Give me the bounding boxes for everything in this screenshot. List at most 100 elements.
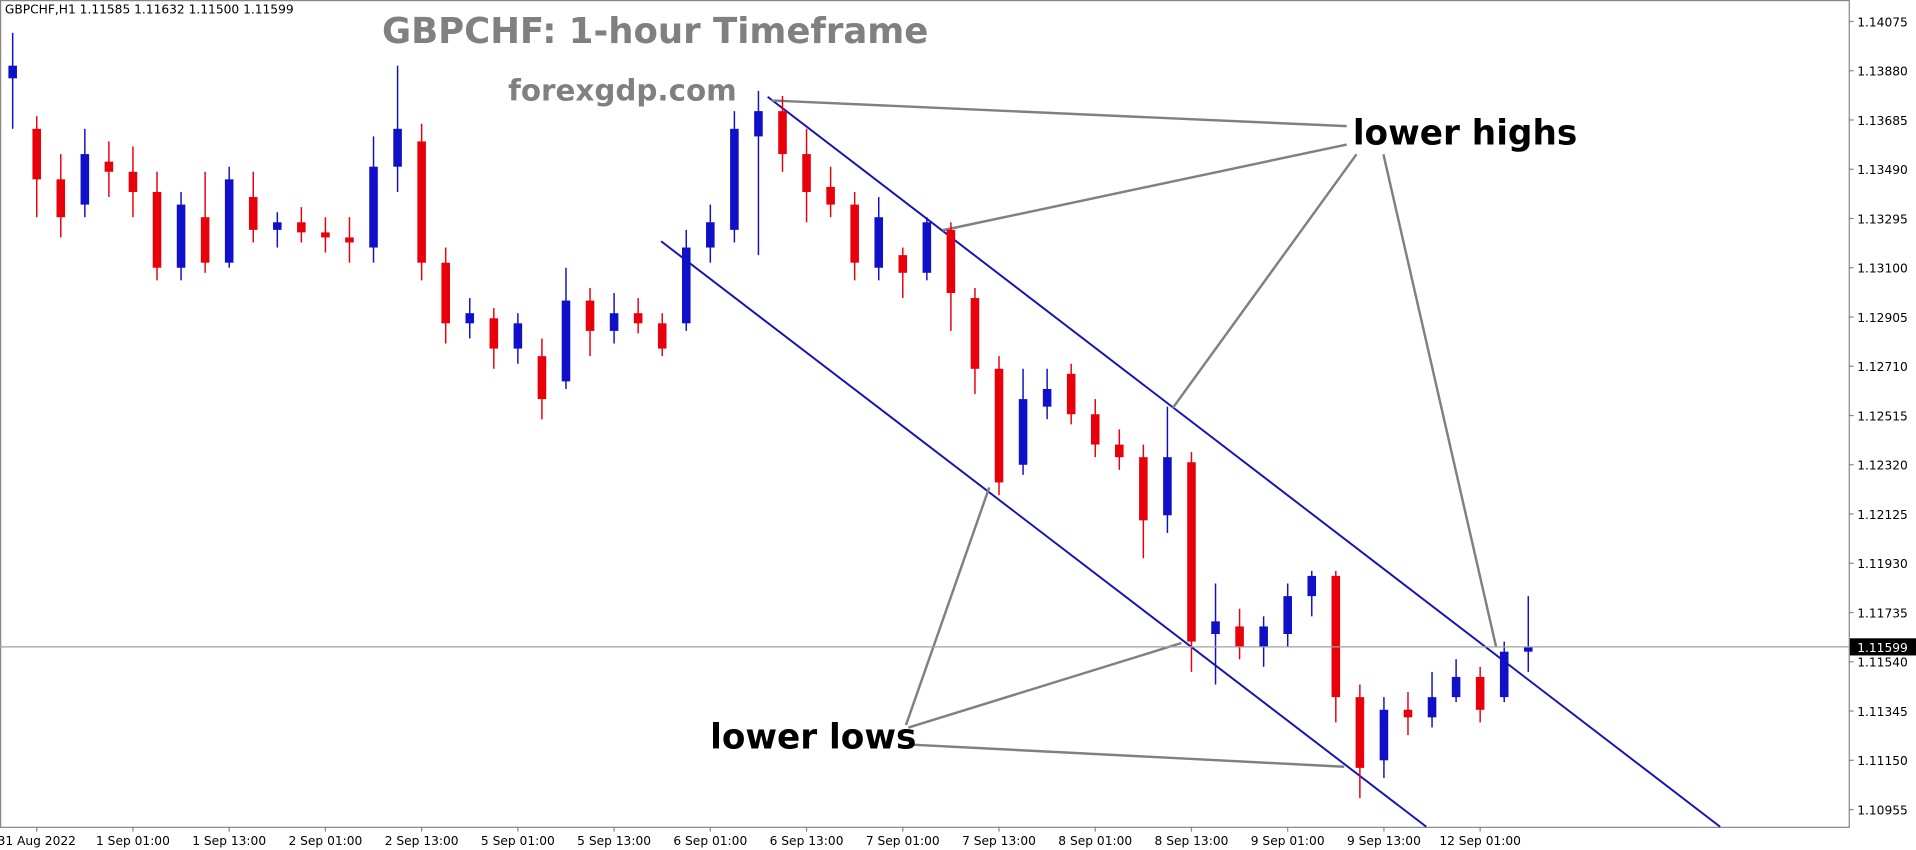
x-tick-label: 9 Sep 13:00: [1347, 834, 1421, 848]
candle-body: [970, 298, 980, 369]
candle-body: [1187, 462, 1196, 642]
candle-body: [681, 247, 691, 324]
candle-body: [1475, 676, 1485, 710]
x-tick-label: 8 Sep 01:00: [1058, 834, 1132, 848]
candle-body: [393, 128, 402, 167]
candle-body: [1379, 709, 1389, 761]
candle-body: [32, 128, 42, 180]
candle-body: [1235, 626, 1244, 647]
candle-body: [946, 229, 956, 294]
candle-body: [1090, 414, 1100, 445]
y-tick-label: 1.13295: [1857, 212, 1908, 226]
candle-body: [657, 323, 667, 349]
candle-body: [369, 166, 378, 248]
x-tick-label: 8 Sep 13:00: [1155, 834, 1229, 848]
candle-body: [273, 222, 282, 230]
candle-body: [224, 179, 234, 263]
candle-body: [898, 255, 908, 273]
y-tick-label: 1.11540: [1857, 656, 1908, 670]
candle-body: [561, 300, 571, 382]
y-tick-label: 1.11150: [1857, 754, 1908, 768]
candle-body: [1499, 651, 1509, 698]
candle-body: [994, 368, 1004, 483]
candle-body: [128, 171, 138, 192]
y-tick-label: 1.13100: [1857, 262, 1908, 276]
candle-body: [1355, 697, 1365, 768]
candle-body: [56, 179, 66, 218]
y-tick-label: 1.14075: [1857, 15, 1908, 29]
candle-body: [1139, 457, 1148, 521]
candle-body: [778, 111, 787, 155]
candle-body: [176, 204, 186, 268]
candle-body: [152, 191, 162, 268]
x-tick-label: 31 Aug 2022: [0, 834, 76, 848]
candle-body: [706, 222, 715, 248]
candle-body: [850, 204, 859, 263]
candle-body: [826, 186, 835, 205]
y-tick-label: 1.13685: [1857, 114, 1908, 128]
candle-body: [730, 128, 739, 230]
pointer-line: [908, 641, 1182, 729]
candle-body: [248, 197, 258, 230]
x-tick-label: 12 Sep 01:00: [1439, 834, 1521, 848]
x-tick-label: 1 Sep 13:00: [192, 834, 266, 848]
current-price-label: 1.11599: [1857, 641, 1908, 655]
candle-body: [345, 237, 354, 243]
candle-body: [802, 154, 811, 192]
candle-body: [1211, 621, 1220, 635]
pointer-line: [912, 743, 1345, 768]
candle-body: [1331, 575, 1341, 698]
x-tick-label: 6 Sep 01:00: [673, 834, 747, 848]
pointer-line: [1382, 154, 1498, 647]
candle-body: [1403, 709, 1413, 718]
candle-body: [321, 232, 330, 238]
y-tick-label: 1.12515: [1857, 409, 1908, 423]
y-tick-label: 1.12125: [1857, 508, 1908, 522]
candle-body: [1163, 457, 1172, 516]
candle-body: [80, 154, 90, 205]
candle-body: [585, 300, 595, 331]
y-tick-label: 1.10955: [1857, 803, 1908, 817]
annotation: lower lows: [710, 717, 916, 757]
candle-body: [489, 318, 499, 349]
x-tick-label: 5 Sep 01:00: [481, 834, 555, 848]
pointer-line: [942, 143, 1347, 232]
candle-body: [104, 161, 114, 172]
trend-lines: [660, 95, 1721, 828]
x-tick-label: 2 Sep 01:00: [288, 834, 362, 848]
y-tick-label: 1.12320: [1857, 459, 1908, 473]
candle-body: [513, 323, 523, 349]
pointer-line: [904, 487, 991, 726]
current-price-box: [1849, 638, 1916, 656]
candle-body: [1523, 646, 1533, 652]
candle-body: [1259, 626, 1268, 647]
candle-body: [1427, 697, 1437, 718]
y-tick-label: 1.13880: [1857, 65, 1908, 79]
x-tick-label: 5 Sep 13:00: [577, 834, 651, 848]
candle-body: [754, 111, 763, 137]
candle-body: [417, 141, 426, 263]
chart-title: GBPCHF: 1-hour Timeframe: [382, 11, 928, 52]
candle-body: [465, 313, 475, 324]
candle-body: [1307, 575, 1317, 597]
candle-body: [633, 313, 643, 324]
x-tick-label: 2 Sep 13:00: [385, 834, 459, 848]
pointer-line: [1171, 153, 1358, 409]
lower-channel-line: [660, 240, 1427, 828]
y-tick-label: 1.11930: [1857, 557, 1908, 571]
candle-body: [874, 217, 884, 268]
candle-body: [1066, 373, 1076, 415]
candles: [8, 32, 1533, 799]
x-tick-label: 1 Sep 01:00: [96, 834, 170, 848]
y-tick-label: 1.13490: [1857, 163, 1908, 177]
candle-body: [441, 262, 450, 324]
candle-body: [1115, 444, 1124, 458]
candle-body: [1042, 388, 1052, 407]
candle-body: [1018, 399, 1028, 465]
pointer-line: [771, 99, 1347, 128]
pointer-lines: [771, 99, 1498, 768]
annotation: lower highs: [1353, 114, 1577, 154]
x-tick-label: 7 Sep 01:00: [866, 834, 940, 848]
